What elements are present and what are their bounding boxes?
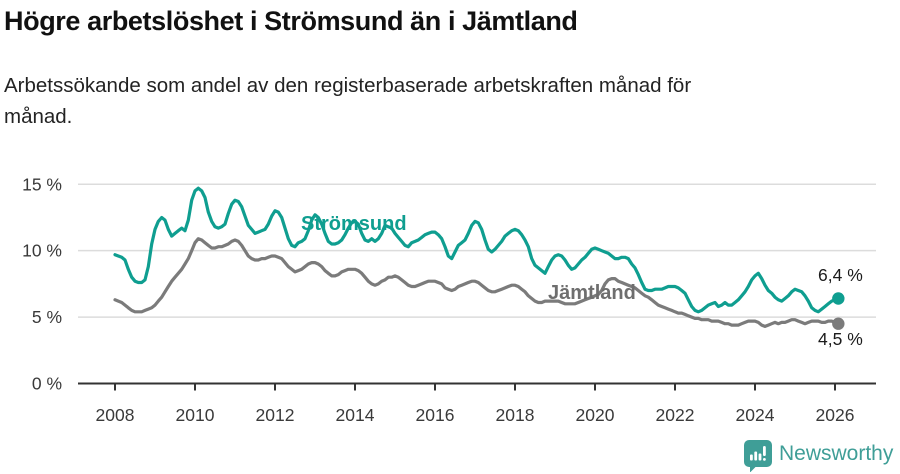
x-tick-label: 2008 (96, 405, 135, 425)
end-value-stromsund: 6,4 % (818, 265, 863, 285)
x-tick-label: 2012 (256, 405, 295, 425)
y-tick-label: 5 % (32, 307, 62, 327)
x-tick-label: 2018 (496, 405, 535, 425)
series-line-jämtland (113, 237, 840, 328)
chart-subtitle: Arbetssökande som andel av den registerb… (4, 70, 864, 132)
series-label-jamtland: Jämtland (548, 282, 636, 304)
x-tick-label: 2024 (736, 405, 775, 425)
y-tick-label: 10 % (22, 241, 62, 261)
page-title: Högre arbetslöshet i Strömsund än i Jämt… (4, 6, 578, 36)
chart-subtitle-line1: Arbetssökande som andel av den registerb… (4, 74, 692, 97)
x-tick-label: 2020 (576, 405, 615, 425)
x-tick-label: 2026 (816, 405, 855, 425)
x-tick-label: 2010 (176, 405, 215, 425)
brand-footer: Newsworthy (744, 439, 893, 472)
series-label-stromsund: Strömsund (301, 213, 407, 235)
chart-subtitle-line2: månad. (4, 105, 73, 128)
x-tick-label: 2022 (656, 405, 695, 425)
end-dot-jämtland (832, 317, 845, 330)
end-value-jamtland: 4,5 % (818, 329, 863, 349)
y-tick-label: 15 % (22, 174, 62, 194)
end-dot-strömsund (832, 292, 845, 305)
series-line-strömsund (113, 186, 840, 314)
newsworthy-logo-icon (744, 439, 772, 472)
brand-name: Newsworthy (779, 441, 894, 465)
x-tick-label: 2016 (416, 405, 455, 425)
y-tick-label: 0 % (32, 374, 62, 394)
x-tick-label: 2014 (336, 405, 375, 425)
